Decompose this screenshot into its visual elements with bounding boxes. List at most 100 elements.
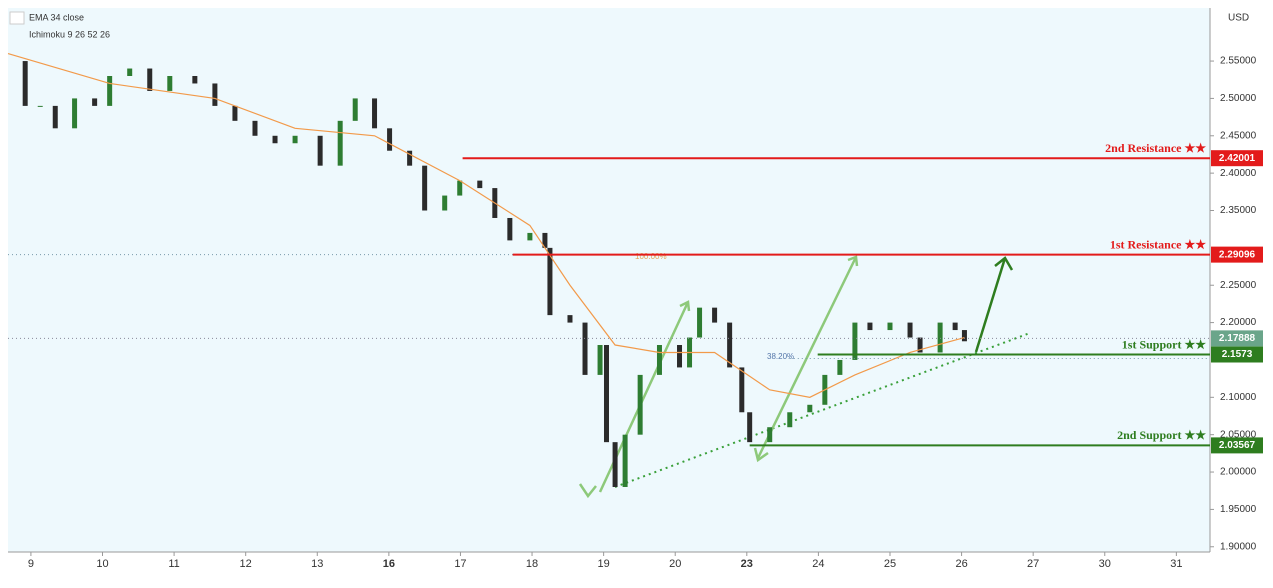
- candle: [917, 337, 923, 353]
- price-tag: [1211, 437, 1263, 454]
- candle: [527, 232, 533, 241]
- candle: [597, 345, 603, 375]
- fib-label: 38.20%: [767, 352, 794, 361]
- last-price-label: 2.17888: [1219, 333, 1256, 344]
- candle: [272, 135, 278, 144]
- candle: [232, 105, 238, 121]
- level-name: 1st Resistance ★★: [1110, 237, 1206, 251]
- candle: [92, 98, 98, 106]
- candle: [656, 345, 662, 375]
- price-tag: [1211, 346, 1263, 363]
- candle: [622, 434, 628, 487]
- level-name: 2nd Support ★★: [1117, 428, 1206, 442]
- price-tag-label: 2.03567: [1219, 440, 1256, 451]
- fib-label: 100.00%: [635, 252, 667, 261]
- x-tick-label: 13: [311, 558, 323, 570]
- candle: [887, 322, 893, 331]
- x-tick-label: 16: [383, 558, 395, 570]
- candle: [372, 98, 378, 129]
- candle: [603, 345, 609, 443]
- candle: [637, 374, 643, 435]
- x-tick-label: 12: [240, 558, 252, 570]
- candle: [952, 322, 958, 331]
- x-tick-label: 9: [28, 558, 34, 570]
- indicator-label: EMA 34 close: [29, 12, 84, 22]
- candle: [787, 412, 793, 428]
- candle: [147, 68, 153, 91]
- candle: [612, 442, 618, 487]
- candle: [422, 165, 428, 211]
- candle: [837, 359, 843, 375]
- y-tick-label: 2.05000: [1220, 429, 1257, 440]
- x-tick-label: 11: [168, 558, 179, 570]
- candle: [477, 180, 483, 189]
- candle: [567, 315, 573, 323]
- arrow: [974, 257, 1007, 353]
- candle: [582, 322, 588, 375]
- y-tick-label: 2.20000: [1220, 317, 1257, 328]
- level-name: 1st Support ★★: [1122, 337, 1206, 351]
- currency-label: USD: [1228, 13, 1249, 24]
- y-tick-label: 2.45000: [1220, 130, 1257, 141]
- candle: [697, 307, 703, 338]
- x-tick-label: 19: [598, 558, 610, 570]
- y-tick-label: 2.35000: [1220, 205, 1257, 216]
- y-tick-label: 1.95000: [1220, 504, 1257, 515]
- trendline: [614, 332, 1031, 488]
- y-tick-label: 2.40000: [1220, 168, 1257, 179]
- collapse-button[interactable]: [9, 11, 25, 25]
- candle: [317, 135, 323, 166]
- candle: [457, 180, 463, 196]
- candle: [727, 322, 733, 368]
- last-price-tag: [1211, 330, 1263, 347]
- x-tick-label: 10: [96, 558, 108, 570]
- arrow-head: [847, 255, 859, 267]
- candle: [407, 150, 413, 166]
- x-tick-label: 30: [1099, 558, 1111, 570]
- x-tick-label: 24: [812, 558, 824, 570]
- candle: [767, 427, 773, 443]
- x-tick-label: 23: [741, 558, 753, 570]
- candle: [337, 120, 343, 166]
- candle: [442, 195, 448, 211]
- x-tick-label: 27: [1027, 558, 1039, 570]
- price-tag-label: 2.42001: [1219, 153, 1256, 164]
- candle: [212, 83, 218, 106]
- y-tick-label: 2.10000: [1220, 392, 1257, 403]
- x-tick-label: 31: [1170, 558, 1182, 570]
- arrow-head: [679, 300, 691, 312]
- level-name: 2nd Resistance ★★: [1105, 141, 1206, 155]
- y-tick-label: 2.00000: [1220, 467, 1257, 478]
- y-tick-label: 2.50000: [1220, 93, 1257, 104]
- candle: [739, 367, 745, 413]
- x-tick-label: 25: [884, 558, 896, 570]
- candle: [192, 76, 198, 84]
- indicator-label: Ichimoku 9 26 52 26: [29, 29, 110, 39]
- y-tick-label: 2.55000: [1220, 56, 1257, 67]
- candle: [677, 345, 683, 368]
- candle: [52, 105, 58, 129]
- x-tick-label: 20: [669, 558, 681, 570]
- candle: [712, 307, 718, 323]
- arrow: [756, 256, 858, 459]
- candle: [507, 217, 513, 241]
- arrow-head: [994, 256, 1014, 271]
- candle: [387, 128, 393, 151]
- price-tag-label: 2.29096: [1219, 249, 1256, 260]
- x-tick-label: 26: [955, 558, 967, 570]
- x-tick-label: 18: [526, 558, 538, 570]
- candle: [937, 322, 943, 353]
- candle: [547, 247, 553, 316]
- candle: [961, 330, 967, 342]
- price-tag-label: 2.1573: [1222, 349, 1253, 360]
- candle: [72, 98, 78, 129]
- candle: [907, 322, 913, 338]
- candle: [352, 98, 358, 121]
- candle: [37, 105, 43, 107]
- ema-line: [7, 53, 965, 398]
- candle: [747, 412, 753, 443]
- arrow-head: [578, 483, 597, 499]
- candle: [867, 322, 873, 331]
- candle: [807, 404, 813, 413]
